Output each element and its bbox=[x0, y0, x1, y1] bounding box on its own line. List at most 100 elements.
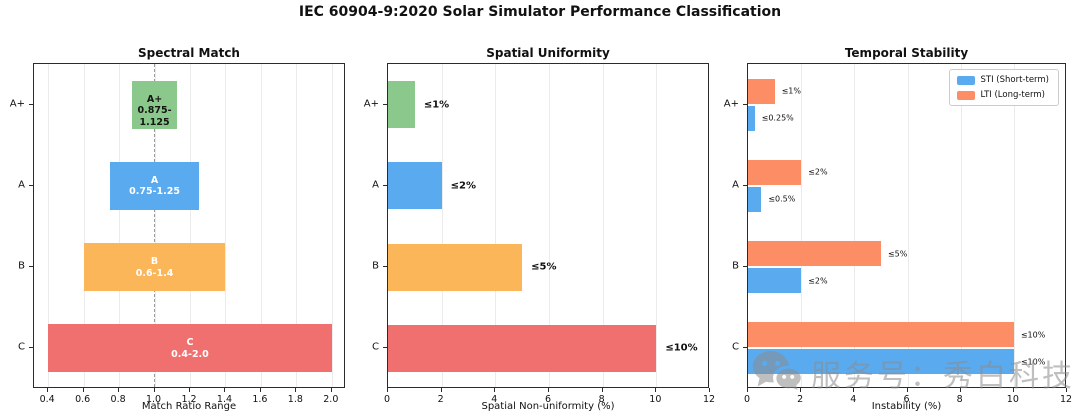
x-tick bbox=[224, 388, 226, 392]
bar-A bbox=[388, 162, 442, 210]
x-tick bbox=[295, 388, 297, 392]
y-tick bbox=[383, 103, 387, 105]
subplot-spatial-uniformity: ≤1% ≤2% ≤5% ≤10% bbox=[387, 63, 709, 388]
bar-value-label: ≤1% bbox=[423, 99, 450, 111]
bar-lti-B bbox=[748, 241, 881, 267]
x-tick-label: 10 bbox=[649, 394, 662, 405]
x-tick-label: 8 bbox=[598, 394, 605, 405]
x-tick bbox=[259, 388, 261, 392]
bar-sti-C bbox=[748, 349, 1014, 375]
bar-label: C 0.4-2.0 bbox=[171, 337, 209, 360]
range-bar-C bbox=[48, 324, 332, 373]
gridline bbox=[260, 64, 262, 387]
x-tick-label: 4 bbox=[491, 394, 498, 405]
bar-value-label: ≤5% bbox=[887, 249, 908, 259]
gridline bbox=[190, 64, 191, 387]
x-axis-label-spatial-nonuniformity: Spatial Non-uniformity (%) bbox=[481, 401, 615, 412]
bar-A+ bbox=[388, 81, 415, 129]
x-tick-label: 2.0 bbox=[323, 394, 339, 405]
legend: STI (Short-term) LTI (Long-term) bbox=[948, 69, 1059, 106]
legend-swatch-lti bbox=[956, 90, 975, 100]
y-tick-label: A+ bbox=[723, 98, 739, 110]
bar-value-label: ≤1% bbox=[781, 86, 801, 96]
bar-value-label: ≤0.5% bbox=[768, 194, 796, 204]
x-tick bbox=[118, 388, 120, 392]
bar-value-label: ≤10% bbox=[1020, 330, 1046, 340]
x-tick bbox=[853, 388, 855, 392]
x-tick bbox=[82, 388, 84, 392]
bar-value-label: ≤2% bbox=[808, 276, 828, 286]
bar-C bbox=[388, 324, 657, 372]
bar-sti-A+ bbox=[748, 105, 755, 131]
x-tick bbox=[1012, 388, 1014, 392]
bar-value-label: ≤0.25% bbox=[761, 113, 794, 123]
figure-title: IEC 60904-9:2020 Solar Simulator Perform… bbox=[298, 4, 782, 20]
x-tick-label: 0 bbox=[383, 394, 391, 405]
y-tick-label: B bbox=[18, 260, 25, 272]
gridline bbox=[48, 64, 50, 387]
gridline bbox=[960, 64, 962, 387]
x-tick bbox=[601, 388, 603, 392]
y-tick-label: A bbox=[18, 179, 25, 191]
x-tick bbox=[440, 388, 442, 392]
range-bar-B bbox=[83, 243, 226, 292]
bar-value-label: ≤5% bbox=[531, 261, 557, 273]
gridline bbox=[441, 64, 443, 387]
subplot-title-spatial-uniformity: Spatial Uniformity bbox=[486, 46, 610, 60]
gridline bbox=[83, 64, 85, 387]
x-tick bbox=[959, 388, 961, 392]
x-tick-label: 6 bbox=[544, 394, 552, 405]
x-tick-label: 1.4 bbox=[216, 394, 233, 405]
y-tick-label: B bbox=[732, 260, 739, 272]
bar-label: B 0.6-1.4 bbox=[135, 256, 174, 279]
y-tick bbox=[383, 184, 387, 186]
legend-label-sti: STI (Short-term) bbox=[980, 75, 1050, 85]
bar-lti-A bbox=[748, 159, 802, 185]
x-tick-label: 2 bbox=[797, 394, 804, 405]
x-tick-label: 1.6 bbox=[252, 394, 268, 405]
x-tick-label: 6 bbox=[903, 394, 910, 405]
x-tick bbox=[1066, 388, 1067, 392]
bar-sti-B bbox=[748, 268, 802, 294]
legend-swatch-sti bbox=[956, 75, 975, 85]
x-tick bbox=[800, 388, 802, 392]
bar-value-label: ≤2% bbox=[808, 167, 828, 177]
subplot-title-temporal-stability: Temporal Stability bbox=[844, 46, 969, 60]
gridline bbox=[495, 64, 497, 387]
x-tick bbox=[655, 388, 657, 392]
x-tick bbox=[548, 388, 549, 392]
bar-lti-C bbox=[748, 322, 1014, 348]
y-tick bbox=[743, 266, 747, 268]
x-tick-label: 0 bbox=[743, 394, 751, 405]
gridline bbox=[801, 64, 803, 387]
gridline bbox=[656, 64, 658, 387]
y-tick-label: A+ bbox=[363, 98, 379, 110]
bar-lti-A+ bbox=[748, 78, 775, 104]
bar-label: A+ 0.875-1.125 bbox=[137, 93, 172, 128]
x-tick bbox=[387, 388, 388, 392]
x-tick-label: 8 bbox=[956, 394, 963, 405]
y-tick-label: A bbox=[372, 179, 379, 191]
legend-entry-lti: LTI (Long-term) bbox=[956, 90, 1050, 100]
x-tick-label: 1.2 bbox=[181, 394, 197, 405]
gridline bbox=[549, 64, 550, 387]
x-tick-label: 10 bbox=[1006, 394, 1019, 405]
reference-line bbox=[153, 64, 155, 387]
y-tick-label: A+ bbox=[9, 98, 25, 110]
gridline bbox=[119, 64, 121, 387]
x-tick bbox=[189, 388, 190, 392]
gridline bbox=[854, 64, 856, 387]
gridline bbox=[1013, 64, 1015, 387]
bar-B bbox=[388, 243, 523, 291]
subplot-title-spectral-match: Spectral Match bbox=[138, 46, 240, 60]
gridline bbox=[331, 64, 333, 387]
x-tick bbox=[709, 388, 710, 392]
gridline bbox=[907, 64, 909, 387]
gridline bbox=[154, 64, 156, 387]
x-tick bbox=[747, 388, 748, 392]
y-tick-label: C bbox=[732, 341, 739, 353]
x-tick bbox=[906, 388, 908, 392]
y-tick bbox=[743, 347, 747, 349]
bar-sti-A bbox=[748, 186, 762, 212]
x-axis-label-instability: Instability (%) bbox=[871, 401, 942, 412]
